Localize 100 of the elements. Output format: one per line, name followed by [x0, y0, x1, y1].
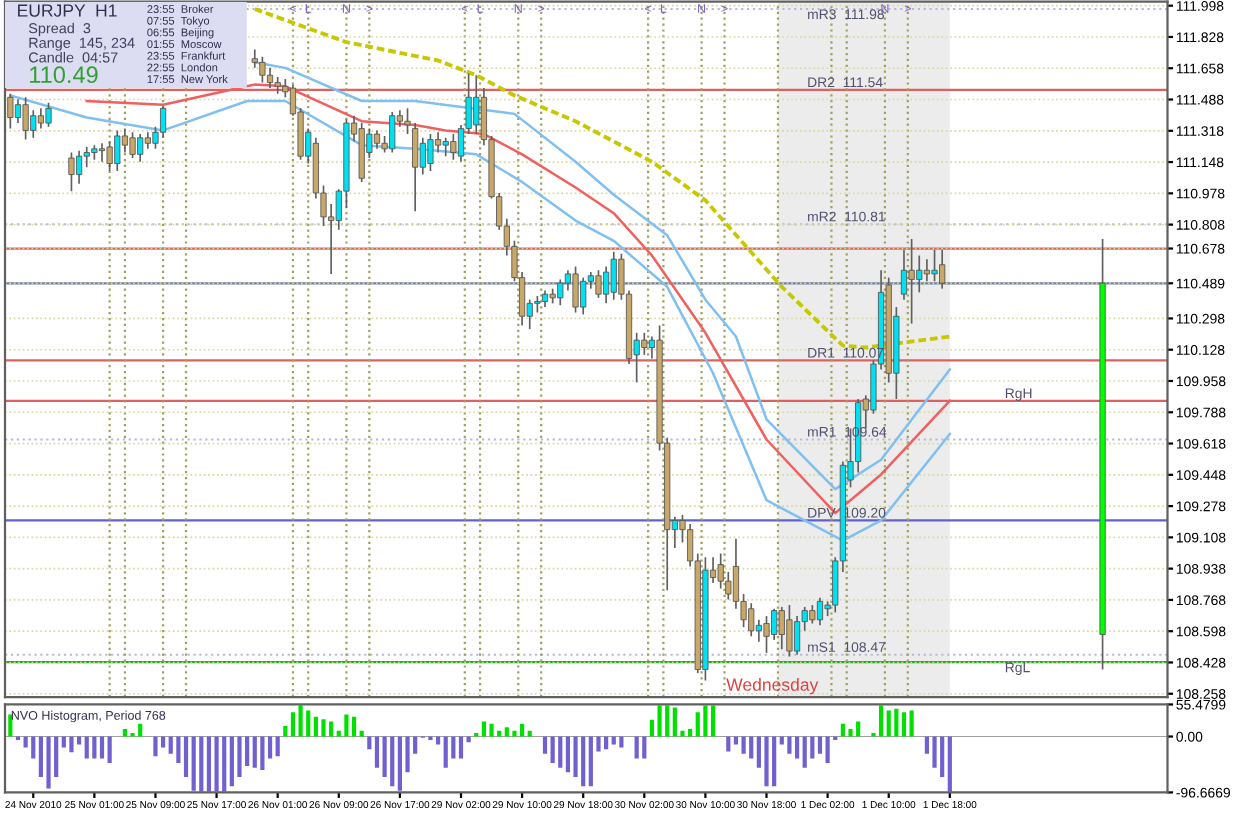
bar — [153, 736, 158, 757]
line-series — [9, 94, 952, 542]
candlestick — [641, 331, 648, 356]
bar — [611, 736, 616, 745]
candlestick — [114, 129, 121, 172]
bar — [122, 729, 128, 737]
candlestick — [786, 604, 793, 658]
candlestick — [129, 131, 136, 159]
bar — [176, 736, 181, 764]
bar — [199, 736, 204, 793]
candlestick — [916, 254, 923, 294]
candlestick — [419, 136, 426, 176]
candlestick — [412, 122, 419, 213]
candlestick — [30, 109, 37, 139]
candlestick — [793, 615, 801, 656]
candlestick — [427, 133, 434, 172]
bar — [359, 730, 364, 737]
bar — [31, 736, 36, 759]
bar — [772, 736, 777, 787]
bar — [497, 730, 502, 737]
bar — [138, 723, 143, 737]
bar — [840, 723, 845, 737]
bar — [435, 736, 441, 745]
bar — [222, 736, 227, 793]
bar — [313, 716, 318, 737]
candlestick — [442, 136, 449, 158]
line-series — [253, 61, 952, 491]
candlestick — [610, 251, 617, 301]
bar — [504, 727, 509, 737]
bar — [886, 710, 891, 737]
bar — [8, 714, 13, 737]
candlestick — [37, 107, 44, 130]
bar — [512, 730, 517, 737]
candlestick — [45, 101, 52, 128]
bar — [794, 736, 800, 759]
bar — [894, 708, 899, 737]
bar — [542, 736, 548, 754]
bar — [848, 729, 853, 737]
bar — [283, 726, 288, 737]
bar — [252, 736, 257, 768]
annotation: Wednesday — [726, 677, 819, 695]
bar — [581, 736, 586, 787]
bar — [550, 736, 555, 764]
bar — [161, 736, 166, 748]
candlestick — [748, 602, 755, 638]
bar — [344, 714, 349, 737]
candlestick — [98, 142, 106, 163]
bar — [390, 736, 395, 787]
candlestick — [809, 604, 816, 625]
bar — [909, 710, 914, 737]
bar — [619, 736, 624, 748]
bar — [92, 736, 97, 759]
bar — [329, 721, 334, 737]
bar — [741, 736, 746, 754]
bar — [825, 736, 830, 764]
bar — [519, 723, 525, 737]
bar — [726, 736, 731, 752]
bar — [856, 721, 861, 737]
candlestick — [816, 596, 824, 627]
bar — [397, 736, 402, 791]
candlestick — [373, 129, 381, 150]
candlestick — [572, 265, 579, 314]
candlestick — [763, 615, 770, 654]
candlestick — [603, 265, 610, 305]
bar — [183, 736, 189, 777]
bar — [351, 716, 357, 737]
bar — [565, 736, 571, 773]
bar — [878, 705, 884, 737]
line-series — [252, 7, 952, 350]
candlestick — [389, 111, 396, 154]
bar — [634, 736, 639, 759]
bar — [749, 736, 754, 759]
bar — [374, 736, 380, 768]
bar — [489, 723, 494, 737]
bar — [107, 736, 112, 764]
bar — [764, 736, 769, 787]
bar — [61, 736, 66, 748]
candlestick — [266, 67, 274, 89]
bar — [802, 736, 807, 768]
bar — [275, 736, 280, 757]
bar — [695, 712, 700, 737]
bar — [298, 704, 303, 737]
bar — [588, 736, 593, 787]
bar — [817, 736, 823, 754]
bar — [665, 705, 670, 737]
bar — [191, 736, 196, 791]
chart-title: EURJPY H1 — [18, 4, 117, 17]
candlestick — [931, 249, 938, 283]
bar — [214, 736, 219, 793]
bar — [458, 736, 464, 759]
bar — [703, 705, 708, 737]
candlestick — [473, 74, 480, 135]
candlestick — [137, 133, 144, 163]
bar — [321, 719, 326, 737]
annotation: 110.49 — [30, 66, 98, 84]
candlestick — [778, 606, 785, 651]
bar — [84, 736, 89, 759]
bar — [940, 736, 945, 777]
bar — [642, 736, 647, 759]
candlestick — [557, 278, 564, 307]
